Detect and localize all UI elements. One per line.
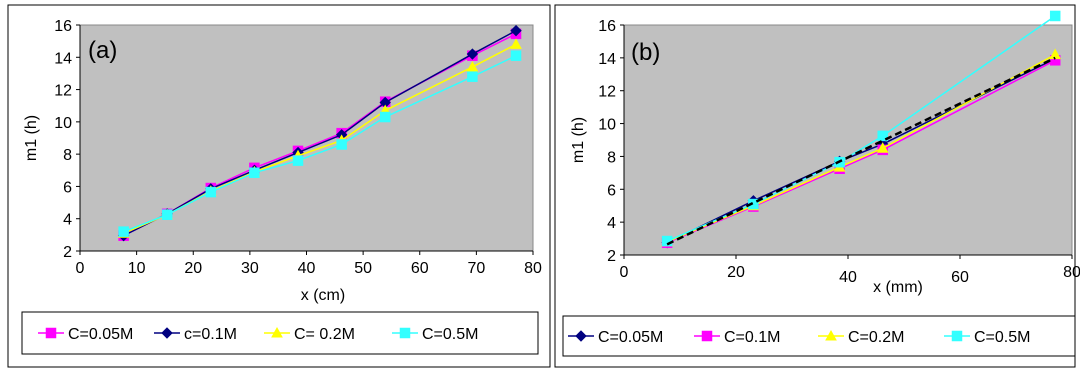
chart-a-y-tick-label: 8 [63,147,72,164]
chart-b-plot-area [623,24,1073,256]
chart-b-legend-marker [701,330,713,342]
chart-a-legend-label: C=0.5M [422,326,478,343]
chart-a-y-tick-label: 12 [54,83,72,100]
chart-b-data-point [877,130,888,142]
chart-b-legend-label: C=0.1M [724,329,780,346]
chart-b-legend-label: C=0.2M [848,329,904,346]
chart-a-x-tick-label: 40 [298,260,316,277]
chart-b-legend-item: C=0.1M [694,329,780,346]
chart-a-data-point [205,186,217,198]
chart-b-legend-item: C=0.05M [568,329,663,346]
chart-b-x-tick-label: 80 [1063,264,1080,281]
chart-a-data-point [510,38,522,49]
chart-a-y-tick-label: 10 [54,115,72,132]
chart-a-y-tick-label: 4 [63,212,72,229]
chart-b-legend-label: C=0.5M [974,329,1030,346]
chart-a-legend-item: C=0.05M [38,326,133,343]
chart-a-legend-item: c=0.1M [154,326,237,343]
chart-b-legend-marker [825,329,837,341]
chart-b-y-tick-label: 16 [598,18,616,35]
chart-b-x-axis-label: x (mm) [873,279,923,296]
chart-a-y-axis-label: m1 (h) [23,115,40,161]
chart-b-y-tick-label: 4 [607,215,616,232]
chart-a-legend-marker [399,327,411,339]
chart-a-data-point [467,71,478,82]
chart-a-x-tick-label: 10 [128,260,146,277]
chart-a-data-point [379,111,391,123]
chart-b-legend-marker [951,330,963,342]
chart-b-legend-marker [575,330,587,342]
chart-b-x-tick-label: 0 [620,264,629,281]
chart-a-legend-item: C= 0.2M [264,326,355,343]
chart-a-data-point [466,60,479,72]
chart-b-fit-line [666,56,1056,246]
chart-a-data-point [161,209,173,220]
chart-a-data-point [249,167,260,178]
chart-b-y-tick-label: 10 [598,117,616,134]
chart-b-group: 2 4 6 8 10 12 14 16 0 20 40 60 80 x (mm) m1 (h) (b) C=0.… [554,4,1080,368]
chart-a-x-tick-label: 0 [76,260,85,277]
chart-b-y-tick-label: 8 [607,149,616,166]
chart-a-x-tick-label: 30 [241,260,259,277]
chart-a-y-tick-label: 6 [63,179,72,196]
chart-a-data-point [118,226,129,237]
chart-a-y-tick-label: 16 [54,18,72,35]
chart-a-series-3 [118,50,522,237]
chart-a-x-tick-label: 70 [467,260,485,277]
chart-b-data-point [1049,10,1061,22]
chart-a-x-tick-label: 60 [411,260,429,277]
chart-a-legend-label: C= 0.2M [294,326,355,343]
chart-a-data-point [510,24,522,37]
chart-a-x-tick-label: 50 [354,260,372,277]
chart-b-y-axis-label: m1 (h) [570,117,587,163]
chart-a-legend-item: C=0.5M [392,326,478,343]
chart-b-y-tick-label: 2 [607,248,616,265]
chart-a-group: 2 4 6 8 10 12 14 16 0 10 20 30 40 50 60 70 80 x (cm) m1 (h… [7,4,551,368]
chart-a-data-point [292,155,304,166]
chart-a-legend-marker [271,326,283,338]
chart-b-y-tick-label: 12 [598,84,616,101]
chart-a-legend-marker [45,327,57,339]
chart-b-panel-label: (b) [631,39,660,66]
chart-a-x-tick-label: 20 [184,260,202,277]
chart-a-data-point [466,48,479,60]
chart-b-legend-item: C=0.2M [818,329,904,346]
chart-b-legend-label: C=0.05M [598,329,663,346]
chart-b-legend-item: C=0.5M [944,329,1030,346]
chart-b-x-tick-label: 60 [951,269,969,286]
chart-a-data-point [336,139,347,150]
chart-a-legend-label: C=0.05M [68,326,133,343]
chart-b-x-tick-label: 40 [839,269,857,286]
chart-a-x-axis-label: x (cm) [301,287,345,304]
chart-a-legend-label: c=0.1M [184,326,237,343]
chart-a-y-tick-label: 14 [54,50,72,67]
chart-a-legend-marker [161,327,173,339]
chart-b-x-tick-label: 20 [727,264,745,281]
chart-b-y-tick-label: 6 [607,182,616,199]
chart-b-data-point [661,235,673,247]
chart-a-x-tick-label: 80 [524,260,542,277]
chart-a-data-point [510,50,522,61]
chart-b-y-tick-label: 14 [598,51,616,68]
chart-a-panel-label: (a) [88,37,117,64]
chart-a-y-tick-label: 2 [63,244,72,261]
chart-b-data-point [876,142,889,153]
